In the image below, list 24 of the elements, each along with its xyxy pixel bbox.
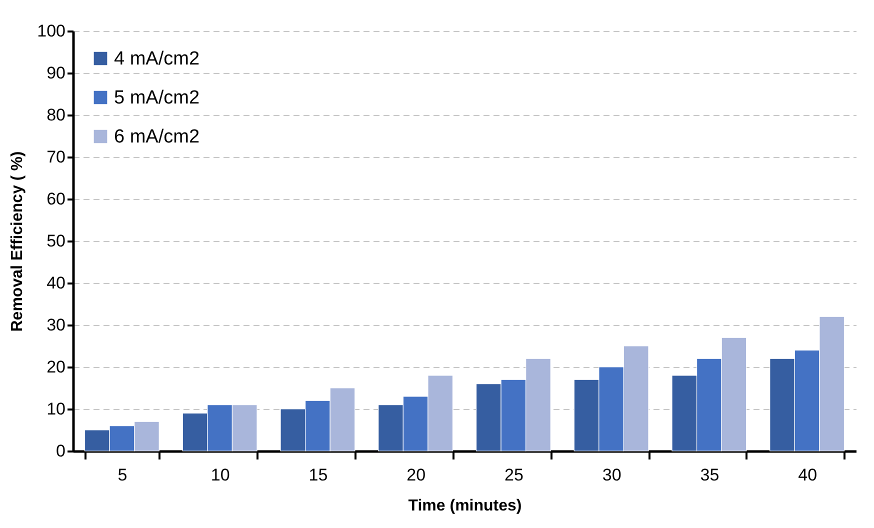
x-tick-label: 5 xyxy=(118,466,128,484)
y-tick-label: 70 xyxy=(46,148,66,166)
y-tick-label: 80 xyxy=(46,106,66,124)
x-tick-label: 15 xyxy=(308,466,328,484)
y-tick-label: 30 xyxy=(46,316,66,334)
legend-label: 4 mA/cm2 xyxy=(114,48,200,70)
x-tick-label: 40 xyxy=(798,466,818,484)
y-tick-label: 100 xyxy=(37,22,66,40)
legend-label: 6 mA/cm2 xyxy=(114,126,200,148)
y-tick-label: 40 xyxy=(46,274,66,292)
x-axis-title: Time (minutes) xyxy=(408,498,522,514)
x-tick-label: 35 xyxy=(700,466,720,484)
legend-label: 5 mA/cm2 xyxy=(114,88,200,108)
y-tick-label: 0 xyxy=(56,442,66,460)
y-tick-label: 50 xyxy=(46,232,66,250)
x-tick-label: 30 xyxy=(602,466,622,484)
y-axis-title: Removal Efficiency ( %) xyxy=(9,151,26,332)
y-tick-label: 60 xyxy=(46,190,66,208)
x-tick-label: 10 xyxy=(210,466,230,484)
x-tick-label: 20 xyxy=(406,466,426,484)
y-tick-label: 10 xyxy=(46,400,66,418)
x-tick-label: 25 xyxy=(504,466,524,484)
y-tick-label: 20 xyxy=(46,358,66,376)
y-tick-label: 90 xyxy=(46,64,66,82)
